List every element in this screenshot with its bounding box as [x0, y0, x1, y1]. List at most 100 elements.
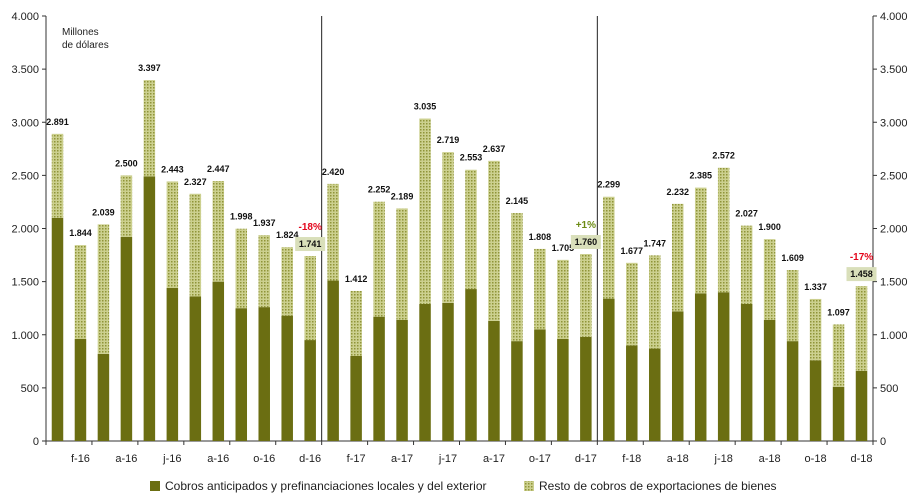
change-annotation: -17%: [850, 252, 873, 263]
bar-total-label: 2.145: [506, 196, 529, 206]
bar-segment-cobros-anticipados: [488, 320, 500, 441]
bar-segment-resto-cobros: [488, 160, 500, 321]
bar-segment-cobros-anticipados: [832, 386, 845, 441]
bar-total-label: 2.327: [184, 177, 207, 187]
bar-segment-cobros-anticipados: [304, 340, 316, 441]
bar-segment-resto-cobros: [51, 133, 64, 218]
bar-segment-resto-cobros: [396, 208, 408, 320]
bar-segment-resto-cobros: [373, 201, 385, 317]
bar-total-label: 2.420: [322, 167, 345, 177]
y-tick-label-left: 0: [33, 436, 39, 448]
change-annotation: +1%: [576, 220, 596, 231]
x-tick-label: o-17: [529, 453, 551, 465]
bar-segment-resto-cobros: [511, 213, 523, 342]
legend: Cobros anticipados y prefinanciaciones l…: [150, 479, 777, 493]
y-tick-label-left: 1.000: [11, 330, 39, 342]
bar-segment-cobros-anticipados: [580, 336, 592, 441]
bar-total-label: 2.027: [735, 209, 758, 219]
bar-segment-resto-cobros: [189, 193, 202, 297]
bar-total-label: 1.998: [230, 212, 253, 222]
y-tick-label-left: 3.500: [11, 64, 39, 76]
bar-segment-cobros-anticipados: [189, 296, 202, 441]
bar-segment-cobros-anticipados: [396, 319, 408, 441]
bar-segment-cobros-anticipados: [373, 316, 385, 441]
bar-total-label: 1.741: [299, 239, 322, 249]
total-label-highlight-box: [846, 267, 877, 282]
bar-segment-resto-cobros: [442, 152, 454, 303]
x-tick-label: d-18: [850, 453, 872, 465]
bar-segment-cobros-anticipados: [534, 329, 546, 441]
bar-total-label: 2.039: [92, 207, 115, 217]
unit-label-line-2: de dólares: [62, 40, 109, 51]
bar-total-label: 2.637: [483, 144, 506, 154]
bar-total-label: 2.572: [712, 151, 735, 161]
bar-segment-cobros-anticipados: [671, 311, 684, 441]
bar-total-label: 2.189: [391, 191, 414, 201]
y-tick-label-left: 2.500: [11, 170, 39, 182]
chart-bars: [51, 80, 868, 441]
bar-segment-resto-cobros: [557, 259, 569, 339]
bar-segment-resto-cobros: [603, 196, 615, 299]
bar-segment-cobros-anticipados: [465, 289, 477, 441]
x-tick-label: o-18: [805, 453, 827, 465]
x-tick-label: a-18: [667, 453, 689, 465]
legend-swatch-dotted: [524, 481, 534, 491]
unit-label: Millones de dólares: [62, 27, 109, 51]
y-tick-label-right: 1.000: [880, 330, 908, 342]
bar-total-label: 1.844: [69, 228, 92, 238]
x-tick-label: j-16: [162, 453, 181, 465]
x-tick-label: j-18: [714, 453, 733, 465]
bar-segment-cobros-anticipados: [717, 292, 730, 441]
bar-segment-resto-cobros: [235, 228, 248, 309]
y-tick-label-right: 1.500: [880, 277, 908, 289]
bar-segment-resto-cobros: [97, 224, 110, 354]
bar-segment-cobros-anticipados: [281, 315, 293, 441]
bar-segment-cobros-anticipados: [74, 339, 87, 441]
bar-total-label: 1.808: [529, 232, 552, 242]
bar-total-label: 1.412: [345, 274, 368, 284]
bar-segment-resto-cobros: [419, 118, 431, 304]
bar-total-label: 2.891: [46, 117, 69, 127]
y-tick-label-right: 2.500: [880, 170, 908, 182]
bar-total-label: 1.824: [276, 230, 299, 240]
bar-segment-cobros-anticipados: [809, 360, 822, 441]
bar-segment-resto-cobros: [763, 239, 776, 320]
bar-segment-resto-cobros: [626, 262, 638, 346]
bar-total-label: 2.443: [161, 164, 184, 174]
bar-segment-cobros-anticipados: [763, 319, 776, 441]
bar-segment-resto-cobros: [671, 203, 684, 312]
bar-segment-cobros-anticipados: [786, 341, 799, 441]
bar-total-label: 2.232: [666, 187, 689, 197]
bar-segment-cobros-anticipados: [740, 303, 753, 441]
bar-segment-cobros-anticipados: [694, 293, 707, 441]
total-label-highlight-box: [295, 237, 326, 252]
bar-total-label: 1.337: [804, 282, 827, 292]
bar-segment-resto-cobros: [143, 80, 156, 177]
y-tick-label-left: 1.500: [11, 277, 39, 289]
x-tick-label: a-16: [115, 453, 137, 465]
bar-total-label: 2.385: [689, 171, 712, 181]
x-tick-label: d-16: [299, 453, 321, 465]
bar-segment-resto-cobros: [855, 286, 868, 371]
y-tick-label-right: 500: [880, 383, 898, 395]
x-tick-label: o-16: [253, 453, 275, 465]
bar-segment-resto-cobros: [258, 235, 270, 308]
bar-total-label: 1.900: [758, 222, 781, 232]
bar-segment-resto-cobros: [281, 247, 293, 316]
bar-segment-resto-cobros: [534, 248, 546, 330]
bar-segment-resto-cobros: [350, 290, 362, 356]
chart-data-labels: 2.891 1.844 2.039 2.500 3.397 2.4432.3272.447…: [46, 63, 877, 317]
bar-segment-cobros-anticipados: [327, 280, 339, 441]
y-tick-label-left: 4.000: [11, 11, 39, 23]
bar-segment-resto-cobros: [786, 270, 799, 342]
bar-total-label: 1.677: [621, 246, 644, 256]
bar-segment-resto-cobros: [740, 225, 753, 304]
bar-segment-resto-cobros: [120, 175, 133, 237]
bar-segment-cobros-anticipados: [166, 288, 179, 441]
bar-segment-resto-cobros: [74, 245, 87, 339]
bar-total-label: 2.500: [115, 158, 138, 168]
x-tick-label: f-16: [71, 453, 90, 465]
bar-total-label: 2.299: [598, 180, 621, 190]
bar-segment-cobros-anticipados: [557, 339, 569, 441]
